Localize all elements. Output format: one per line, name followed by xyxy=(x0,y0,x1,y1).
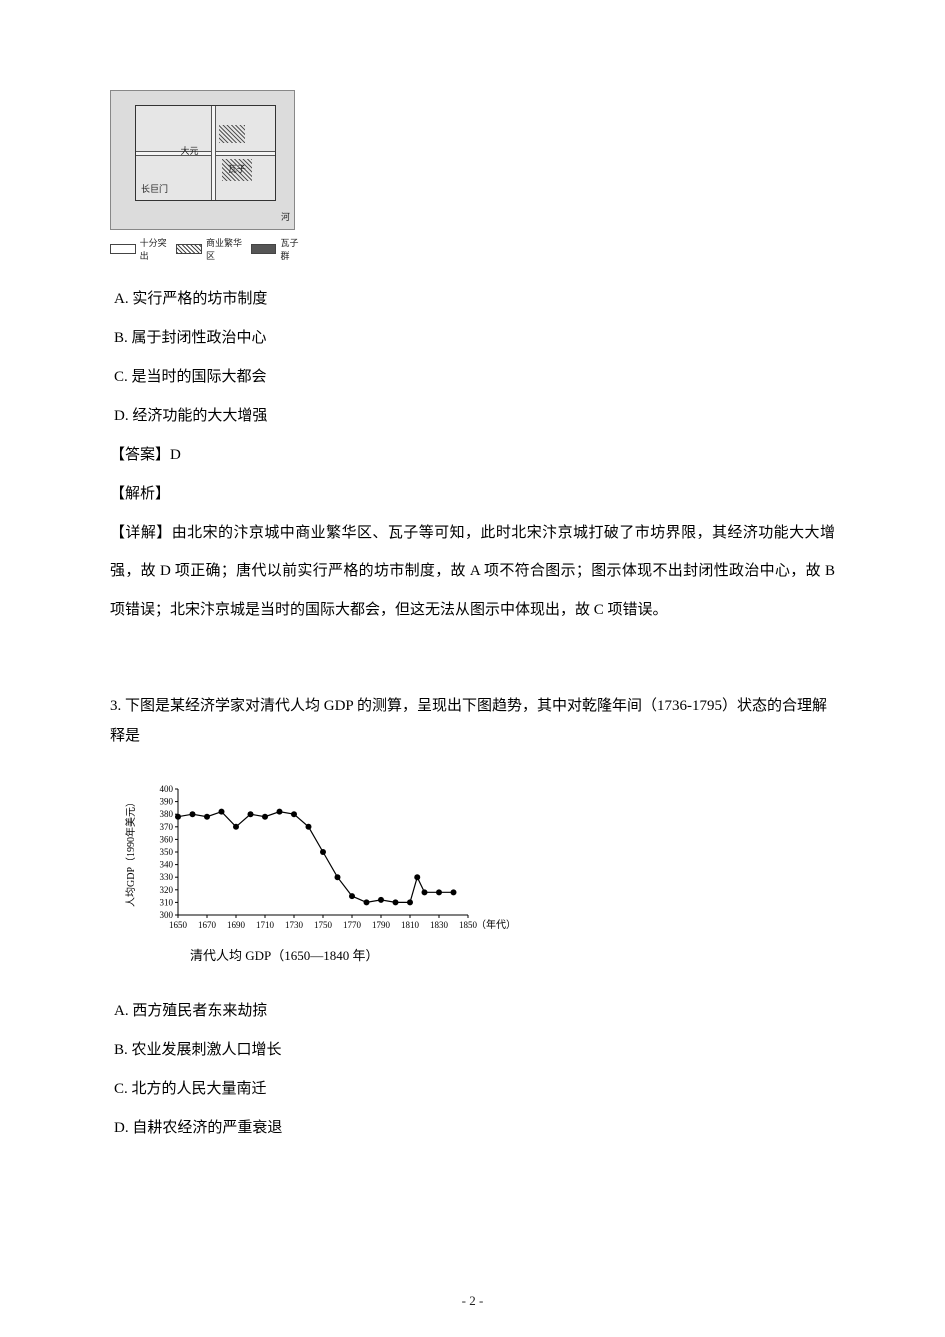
svg-text:1650: 1650 xyxy=(169,920,188,930)
svg-text:1730: 1730 xyxy=(285,920,304,930)
answer-label: 【答案】 xyxy=(110,447,170,463)
map-label-gate: 长巨门 xyxy=(141,182,168,195)
q2-detail: 【详解】由北宋的汴京城中商业繁华区、瓦子等可知，此时北宋汴京城打破了市坊界限，其… xyxy=(110,514,835,629)
svg-text:1710: 1710 xyxy=(256,920,275,930)
q2-option-c: C. 是当时的国际大都会 xyxy=(114,358,835,397)
q3-chart-caption: 清代人均 GDP（1650—1840 年） xyxy=(190,945,835,964)
svg-text:320: 320 xyxy=(160,885,174,895)
svg-text:1810: 1810 xyxy=(401,920,420,930)
legend-hatch-label: 商业繁华区 xyxy=(206,236,247,262)
map-hatch-1 xyxy=(219,125,245,143)
svg-text:1830: 1830 xyxy=(430,920,449,930)
q2-analysis-label: 【解析】 xyxy=(110,475,835,514)
svg-text:（年代）: （年代） xyxy=(476,918,516,931)
detail-body: 由北宋的汴京城中商业繁华区、瓦子等可知，此时北宋汴京城打破了市坊界限，其经济功能… xyxy=(110,525,835,618)
svg-text:380: 380 xyxy=(160,809,174,819)
page-content: 大元 瓦子 长巨门 河 十分突出 商业繁华区 瓦子群 A. 实行严格的坊市制度 … xyxy=(110,90,835,1148)
q2-option-a: A. 实行严格的坊市制度 xyxy=(114,280,835,319)
q3-options: A. 西方殖民者东来劫掠 B. 农业发展刺激人口增长 C. 北方的人民大量南迁 … xyxy=(110,992,835,1148)
svg-text:390: 390 xyxy=(160,796,174,806)
svg-text:340: 340 xyxy=(160,859,174,869)
q3-option-d: D. 自耕农经济的严重衰退 xyxy=(114,1109,835,1148)
detail-label: 【详解】 xyxy=(110,525,172,541)
answer-value: D xyxy=(170,447,181,463)
svg-text:1770: 1770 xyxy=(343,920,362,930)
q3-option-b: B. 农业发展刺激人口增长 xyxy=(114,1031,835,1070)
svg-text:400: 400 xyxy=(160,784,174,794)
page-number: - 2 - xyxy=(0,1293,945,1309)
q2-options: A. 实行严格的坊市制度 B. 属于封闭性政治中心 C. 是当时的国际大都会 D… xyxy=(110,280,835,436)
map-label-center: 大元 xyxy=(180,144,198,157)
q2-map-figure: 大元 瓦子 长巨门 河 xyxy=(110,90,295,230)
map-label-wazi: 瓦子 xyxy=(228,162,246,175)
legend-solid-label: 瓦子群 xyxy=(280,236,305,262)
svg-text:人均GDP（1990年美元）: 人均GDP（1990年美元） xyxy=(124,797,137,907)
q3-stem: 3. 下图是某经济学家对清代人均 GDP 的测算，呈现出下图趋势，其中对乾隆年间… xyxy=(110,691,835,751)
svg-text:310: 310 xyxy=(160,897,174,907)
svg-text:1790: 1790 xyxy=(372,920,391,930)
legend-solid-icon xyxy=(251,244,277,254)
svg-text:1850: 1850 xyxy=(459,920,478,930)
q2-option-d: D. 经济功能的大大增强 xyxy=(114,397,835,436)
svg-text:370: 370 xyxy=(160,822,174,832)
svg-text:1690: 1690 xyxy=(227,920,246,930)
q3-chart: 300 310 320 330 340 350 360 370 380 390 400 1650 167… xyxy=(120,779,835,939)
legend-hatch-icon xyxy=(176,244,202,254)
q3-option-c: C. 北方的人民大量南迁 xyxy=(114,1070,835,1109)
legend-road-label: 十分突出 xyxy=(140,236,173,262)
map-road-horizontal xyxy=(136,151,275,156)
gdp-line-chart: 300 310 320 330 340 350 360 370 380 390 400 1650 167… xyxy=(120,779,520,939)
q3-option-a: A. 西方殖民者东来劫掠 xyxy=(114,992,835,1031)
svg-text:360: 360 xyxy=(160,834,174,844)
svg-text:1750: 1750 xyxy=(314,920,333,930)
svg-text:350: 350 xyxy=(160,847,174,857)
svg-text:300: 300 xyxy=(160,910,174,920)
q2-answer: 【答案】D xyxy=(110,436,835,475)
map-legend: 十分突出 商业繁华区 瓦子群 xyxy=(110,236,305,262)
q2-option-b: B. 属于封闭性政治中心 xyxy=(114,319,835,358)
map-road-vertical xyxy=(211,106,216,200)
legend-road-icon xyxy=(110,244,136,254)
svg-text:330: 330 xyxy=(160,872,174,882)
svg-text:1670: 1670 xyxy=(198,920,217,930)
map-label-river: 河 xyxy=(281,210,290,223)
